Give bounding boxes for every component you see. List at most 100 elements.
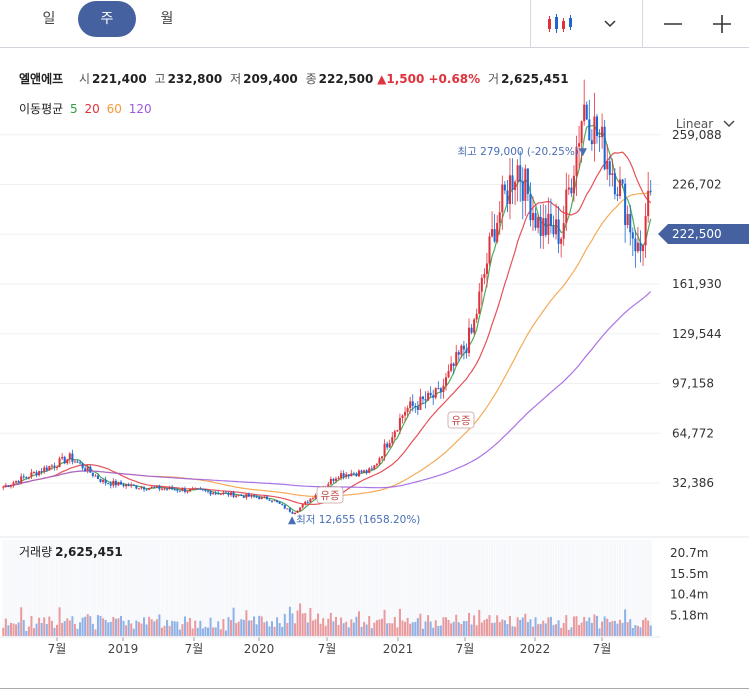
candle-body — [143, 487, 146, 490]
candle-body — [350, 473, 353, 477]
volume-backdrop — [250, 540, 253, 621]
candle-body — [432, 395, 435, 398]
candle-body — [212, 493, 215, 495]
ma-5-line — [3, 124, 652, 513]
tab-week[interactable]: 주 — [78, 1, 136, 37]
candle-body — [314, 495, 317, 499]
volume-bar — [360, 626, 363, 636]
volume-bar — [293, 623, 297, 636]
volume-backdrop — [4, 540, 7, 619]
volume-bar — [71, 616, 74, 636]
candle-body — [35, 472, 38, 476]
candle-body — [181, 488, 184, 491]
volume-bar — [593, 614, 596, 636]
ma-120-label[interactable]: 120 — [128, 102, 152, 116]
volume-bar — [317, 613, 320, 636]
candle-body — [618, 179, 622, 196]
candle-body — [247, 493, 250, 497]
volume-backdrop — [15, 540, 18, 625]
volume-bar — [245, 610, 248, 636]
period-tab-bar: 일 주 월 — [0, 0, 749, 48]
volume-backdrop — [317, 540, 320, 614]
volume-backdrop — [258, 540, 261, 616]
volume-backdrop — [457, 540, 460, 623]
candle-body — [291, 511, 294, 514]
volume-bar — [529, 619, 532, 636]
volume-backdrop — [245, 540, 248, 611]
candle-body — [117, 481, 120, 486]
ma-5-label[interactable]: 5 — [70, 102, 78, 116]
volume-bar — [148, 616, 151, 636]
volume-backdrop — [375, 540, 378, 621]
time-tick-label: 7월 — [318, 642, 337, 656]
chart-type-selector[interactable] — [530, 0, 631, 47]
volume-backdrop — [501, 540, 504, 620]
volume-bar — [468, 612, 471, 636]
volume-backdrop — [429, 540, 432, 622]
zoom-out-button[interactable] — [642, 0, 703, 47]
volume-backdrop — [634, 540, 637, 625]
candle-body — [227, 492, 230, 496]
volume-bar — [434, 620, 437, 636]
candle-body — [319, 491, 322, 493]
volume-bar — [104, 619, 107, 636]
candle-body — [363, 470, 366, 473]
candle-body — [145, 489, 148, 491]
volume-backdrop — [608, 540, 611, 623]
volume-bar — [485, 618, 488, 636]
candle-body — [368, 468, 371, 473]
candle-body — [642, 245, 645, 252]
volume-bar — [94, 629, 97, 636]
volume-bar — [531, 626, 535, 636]
volume-bar — [496, 615, 499, 636]
tab-day[interactable]: 일 — [42, 11, 56, 27]
volume-bar — [621, 622, 624, 636]
ma-20-label[interactable]: 20 — [84, 102, 100, 116]
volume-backdrop — [644, 540, 647, 618]
volume-backdrop — [145, 540, 148, 625]
volume-backdrop — [181, 540, 184, 625]
volume-bar — [595, 615, 599, 636]
candle-body — [255, 496, 258, 498]
candle-body — [383, 443, 386, 457]
volume-bar — [327, 618, 330, 636]
volume-bar — [112, 617, 115, 636]
candle-body — [334, 478, 337, 481]
candle-body — [191, 488, 194, 490]
volume-bar — [473, 615, 476, 636]
volume-backdrop — [281, 540, 284, 627]
volume-backdrop — [583, 540, 586, 617]
volume-bar — [227, 617, 230, 636]
volume-bar — [345, 621, 348, 636]
ma-60-label[interactable]: 60 — [106, 102, 122, 116]
volume-backdrop — [432, 540, 435, 628]
volume-bar — [480, 622, 483, 636]
volume-backdrop — [393, 540, 396, 617]
volume-backdrop — [447, 540, 450, 620]
volume-bar — [66, 618, 69, 636]
volume-bar — [521, 617, 524, 636]
volume-bar — [355, 616, 358, 636]
volume-bar — [178, 629, 181, 636]
candle-body — [32, 472, 36, 474]
zoom-in-button[interactable] — [692, 0, 749, 47]
volume-bar — [163, 625, 166, 636]
candle-body — [465, 349, 468, 354]
candle-body — [567, 187, 570, 190]
volume-backdrop — [183, 540, 186, 617]
candle-body — [160, 488, 163, 490]
volume-tick-label: 10.4m — [670, 587, 708, 601]
candle-body — [401, 415, 404, 419]
volume-backdrop — [386, 540, 389, 624]
candle-body — [380, 456, 384, 459]
candle-body — [25, 477, 28, 479]
volume-backdrop — [340, 540, 343, 618]
scale-mode-dropdown[interactable]: Linear — [676, 117, 735, 131]
tab-month[interactable]: 월 — [160, 11, 174, 27]
candle-body — [166, 488, 169, 490]
candle-body — [519, 165, 522, 182]
candle-body — [73, 461, 76, 463]
volume-bar — [444, 617, 448, 636]
volume-bar — [155, 619, 158, 636]
volume-bar — [68, 620, 71, 636]
